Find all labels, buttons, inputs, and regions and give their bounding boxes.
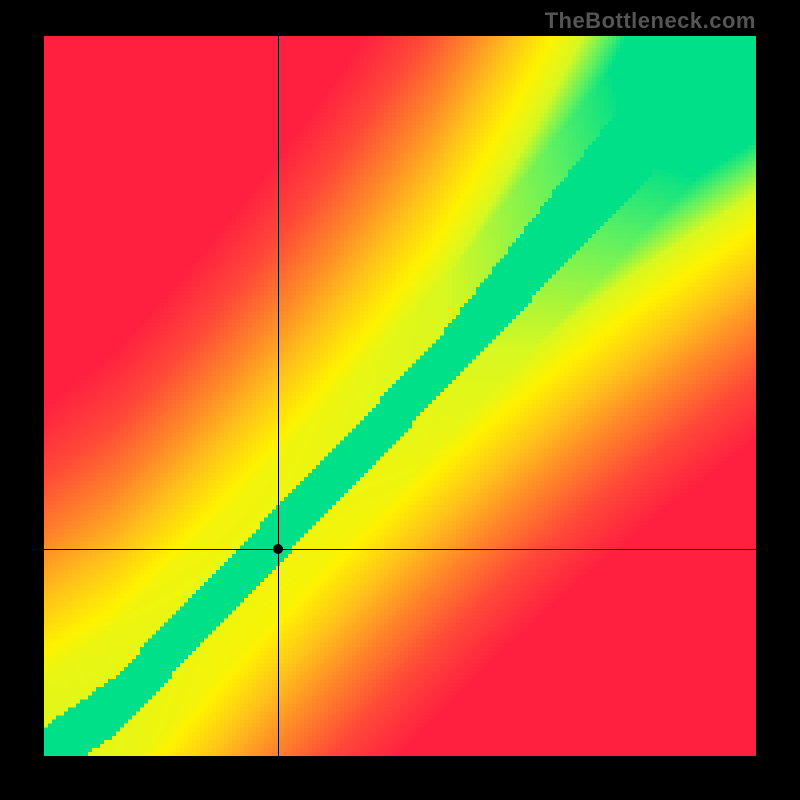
chart-container: TheBottleneck.com <box>0 0 800 800</box>
crosshair-vertical <box>278 36 279 756</box>
heatmap-canvas <box>44 36 756 756</box>
watermark-text: TheBottleneck.com <box>545 8 756 34</box>
crosshair-horizontal <box>44 549 756 550</box>
